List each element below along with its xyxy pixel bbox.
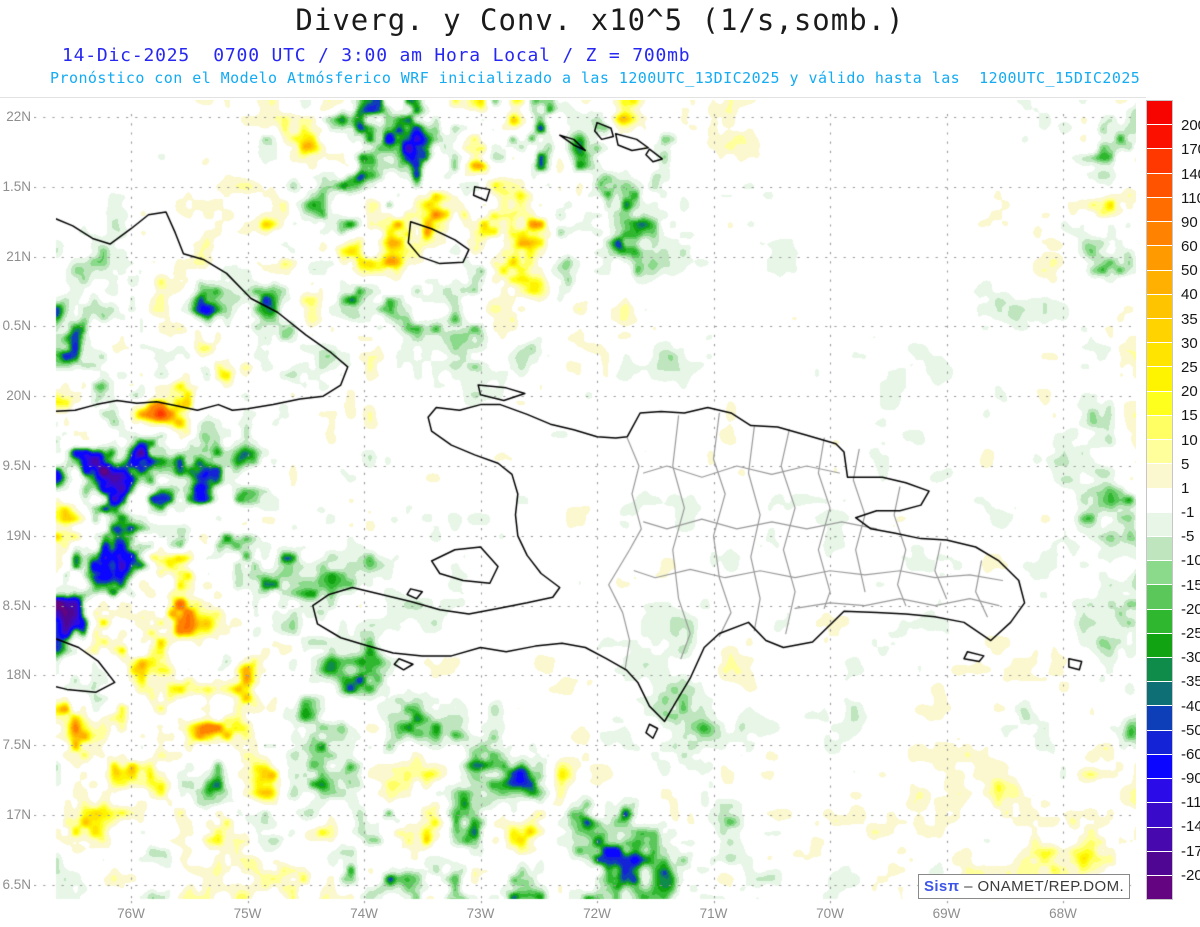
colorbar-cell (1147, 414, 1172, 440)
colorbar-cell (1147, 632, 1172, 658)
colorbar-cell (1147, 487, 1172, 512)
colorbar-cell (1147, 269, 1172, 294)
colorbar-cell (1147, 826, 1172, 851)
page-title: Diverg. y Conv. x10^5 (1/s,somb.) (295, 3, 905, 37)
colorbar-tick-label: 30 (1181, 334, 1198, 352)
colorbar-cell (1147, 729, 1172, 754)
y-axis-label: 7.5N (2, 737, 31, 753)
colorbar-tick-label: -15 (1181, 576, 1200, 594)
colorbar-cell (1147, 608, 1172, 633)
colorbar-cell (1147, 850, 1172, 875)
x-axis-label: 69W (932, 906, 961, 921)
y-axis-label: 19N (6, 527, 31, 543)
colorbar-tick-label: -110 (1181, 794, 1200, 812)
valid-time-subtitle: 14-Dic-2025 0700 UTC / 3:00 am Hora Loca… (62, 45, 691, 66)
colorbar-cell (1147, 511, 1172, 536)
colorbar-tick-label: 170 (1181, 141, 1200, 159)
colorbar-tick-label: 50 (1181, 262, 1198, 280)
colorbar-cell (1147, 802, 1172, 827)
x-axis-label: 74W (350, 906, 378, 921)
colorbar-tick-label: -140 (1181, 818, 1200, 836)
colorbar-cell (1147, 172, 1172, 197)
credit-badge: Sisπ – ONAMET/REP.DOM. (918, 874, 1130, 899)
colorbar-cell (1147, 293, 1172, 318)
x-axis-label: 73W (466, 906, 495, 921)
y-axis-label: 6.5N (2, 876, 31, 892)
y-axis-label: 0.5N (2, 318, 31, 334)
colorbar-tick-label: 25 (1181, 359, 1198, 376)
colorbar-cell (1147, 317, 1172, 343)
credit-separator: – (959, 878, 978, 895)
colorbar-tick-label: -90 (1181, 770, 1200, 788)
colorbar-tick-label: -30 (1181, 649, 1200, 667)
y-axis-label: 8.5N (2, 597, 31, 613)
colorbar-tick-label: 90 (1181, 213, 1198, 231)
header-divider (0, 97, 1146, 98)
colorbar-tick-label: 110 (1181, 189, 1200, 207)
colorbar-cell (1147, 705, 1172, 730)
colorbar-tick-label: -50 (1181, 721, 1200, 739)
y-axis-label: 1.5N (2, 178, 31, 194)
colorbar-tick-label: 60 (1181, 238, 1198, 256)
colorbar-cell (1147, 342, 1172, 367)
y-axis-label: 9.5N (2, 458, 31, 474)
colorbar-cell (1147, 560, 1172, 585)
y-axis-label: 21N (6, 248, 31, 264)
colorbar-tick-label: 200 (1181, 117, 1200, 135)
colorbar-cell (1147, 535, 1172, 561)
colorbar-tick-label: 10 (1181, 431, 1198, 449)
colorbar-cell (1147, 753, 1172, 779)
x-axis-label: 70W (816, 906, 844, 921)
colorbar-cell (1147, 657, 1172, 682)
colorbar-tick-label: -1 (1181, 504, 1195, 522)
colorbar-cell (1147, 124, 1172, 149)
colorbar-tick-label: 5 (1181, 455, 1190, 473)
colorbar-cell (1147, 148, 1172, 173)
colorbar-tick-label: 1 (1181, 479, 1190, 497)
colorbar-tick-label: 20 (1181, 383, 1198, 401)
colorbar-tick-label: 40 (1181, 286, 1198, 304)
colorbar-tick-label: -40 (1181, 697, 1200, 715)
y-axis-label: 18N (6, 667, 31, 683)
colorbar-cell (1147, 463, 1172, 488)
colorbar-tick-label: 15 (1181, 407, 1198, 425)
colorbar-tick-label: -200 (1181, 866, 1200, 884)
colorbar-cell (1147, 101, 1172, 125)
colorbar-tick-label: -25 (1181, 625, 1200, 642)
colorbar-tick-label: -60 (1181, 745, 1200, 763)
colorbar-tick-label: -20 (1181, 600, 1200, 618)
colorbar-tick-label: -170 (1181, 842, 1200, 860)
model-run-subtitle: Pronóstico con el Modelo Atmósferico WRF… (50, 69, 1141, 87)
colorbar-cell (1147, 196, 1172, 222)
x-axis-label: 75W (233, 906, 262, 921)
colorbar-cell (1147, 245, 1172, 270)
y-axis-label: 20N (6, 388, 31, 404)
x-axis-label: 68W (1049, 906, 1077, 921)
colorbar-tick-label: -10 (1181, 552, 1200, 570)
divergence-map-canvas (34, 100, 1136, 912)
sispi-logo: Sisπ (923, 878, 960, 895)
colorbar-tick-label: 35 (1181, 310, 1198, 328)
credit-org: ONAMET/REP.DOM. (977, 878, 1125, 895)
y-axis-label: 22N (6, 109, 31, 125)
colorbar-cell (1147, 778, 1172, 803)
x-axis-label: 76W (117, 906, 145, 921)
colorbar-cell (1147, 221, 1172, 246)
colorbar-cell (1147, 439, 1172, 464)
x-axis-label: 72W (583, 906, 611, 921)
colorbar-cell (1147, 366, 1172, 391)
colorbar-cell (1147, 390, 1172, 415)
colorbar-cell (1147, 875, 1172, 900)
colorbar-cell (1147, 681, 1172, 706)
x-axis-label: 71W (699, 906, 728, 921)
colorbar-tick-label: 140 (1181, 165, 1200, 183)
y-axis-label: 17N (6, 807, 31, 823)
colorbar-tick-label: -35 (1181, 673, 1200, 691)
colorbar-tick-label: -5 (1181, 528, 1195, 546)
colorbar (1146, 100, 1173, 900)
colorbar-cell (1147, 584, 1172, 609)
